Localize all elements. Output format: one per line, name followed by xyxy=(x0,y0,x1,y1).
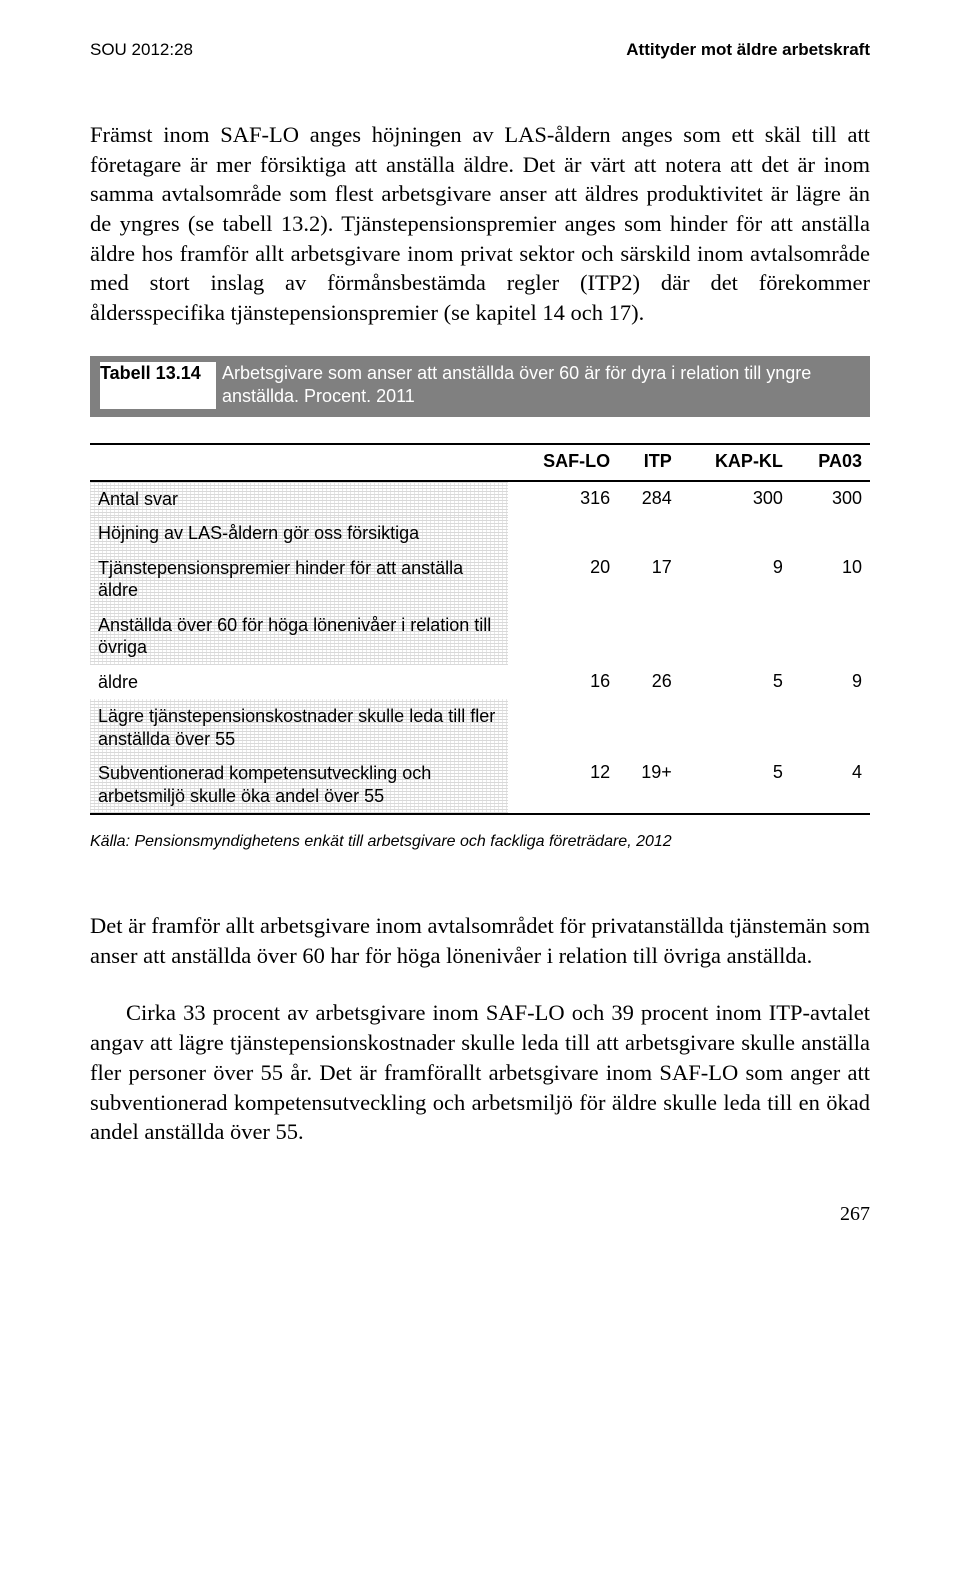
cell xyxy=(618,699,680,756)
cell xyxy=(508,608,618,665)
cell: 4 xyxy=(791,756,870,814)
col-header: KAP-KL xyxy=(680,444,791,481)
table-number: Tabell 13.14 xyxy=(100,362,216,409)
cell xyxy=(791,699,870,756)
cell: 26 xyxy=(618,665,680,700)
paragraph-2: Det är framför allt arbetsgivare inom av… xyxy=(90,911,870,970)
cell: 10 xyxy=(791,551,870,608)
row-label: Antal svar xyxy=(90,481,508,517)
cell xyxy=(508,699,618,756)
cell: 300 xyxy=(680,481,791,517)
header-left: SOU 2012:28 xyxy=(90,40,193,60)
table-caption: Arbetsgivare som anser att anställda öve… xyxy=(222,362,860,409)
page-header: SOU 2012:28 Attityder mot äldre arbetskr… xyxy=(90,40,870,60)
row-label: Höjning av LAS-åldern gör oss försiktiga xyxy=(90,516,508,551)
cell xyxy=(508,516,618,551)
table-title: Tabell 13.14 Arbetsgivare som anser att … xyxy=(90,356,870,417)
cell xyxy=(680,516,791,551)
cell: 300 xyxy=(791,481,870,517)
table-13-14: Tabell 13.14 Arbetsgivare som anser att … xyxy=(90,356,870,851)
row-label: Lägre tjänstepensionskostnader skulle le… xyxy=(90,699,508,756)
table-row: Anställda över 60 för höga lönenivåer i … xyxy=(90,608,870,665)
header-right: Attityder mot äldre arbetskraft xyxy=(626,40,870,60)
data-table: SAF-LO ITP KAP-KL PA03 Antal svar 316 28… xyxy=(90,443,870,816)
row-label: äldre xyxy=(90,665,508,700)
cell: 19+ xyxy=(618,756,680,814)
cell: 9 xyxy=(791,665,870,700)
col-header: PA03 xyxy=(791,444,870,481)
paragraph-1: Främst inom SAF-LO anges höjningen av LA… xyxy=(90,120,870,328)
cell xyxy=(680,608,791,665)
col-header-blank xyxy=(90,444,508,481)
cell: 5 xyxy=(680,756,791,814)
col-header: SAF-LO xyxy=(508,444,618,481)
cell xyxy=(618,608,680,665)
cell: 16 xyxy=(508,665,618,700)
table-row: Höjning av LAS-åldern gör oss försiktiga xyxy=(90,516,870,551)
cell xyxy=(791,516,870,551)
cell xyxy=(791,608,870,665)
cell xyxy=(680,699,791,756)
source-text: Pensionsmyndighetens enkät till arbetsgi… xyxy=(134,833,671,850)
cell: 9 xyxy=(680,551,791,608)
table-row: Tjänstepensionspremier hinder för att an… xyxy=(90,551,870,608)
table-row: äldre 16 26 5 9 xyxy=(90,665,870,700)
col-header: ITP xyxy=(618,444,680,481)
row-label: Tjänstepensionspremier hinder för att an… xyxy=(90,551,508,608)
table-row: Antal svar 316 284 300 300 xyxy=(90,481,870,517)
cell: 17 xyxy=(618,551,680,608)
row-label: Anställda över 60 för höga lönenivåer i … xyxy=(90,608,508,665)
page-number: 267 xyxy=(90,1203,870,1226)
cell xyxy=(618,516,680,551)
cell: 316 xyxy=(508,481,618,517)
cell: 5 xyxy=(680,665,791,700)
table-row: Lägre tjänstepensionskostnader skulle le… xyxy=(90,699,870,756)
source-label: Källa: xyxy=(90,833,130,850)
table-source: Källa: Pensionsmyndighetens enkät till a… xyxy=(90,833,870,851)
paragraph-3: Cirka 33 procent av arbetsgivare inom SA… xyxy=(90,998,870,1146)
row-label: Subventionerad kompetensutveckling och a… xyxy=(90,756,508,814)
table-row: Subventionerad kompetensutveckling och a… xyxy=(90,756,870,814)
cell: 12 xyxy=(508,756,618,814)
cell: 20 xyxy=(508,551,618,608)
cell: 284 xyxy=(618,481,680,517)
